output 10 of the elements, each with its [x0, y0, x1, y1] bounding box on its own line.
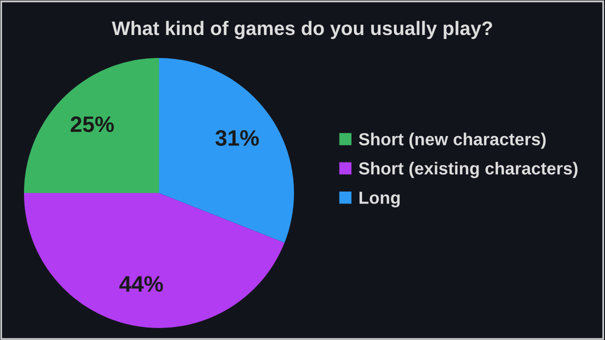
legend-label: Long: [360, 192, 400, 208]
data-label: 31%: [215, 130, 259, 146]
legend-label: Short (existing characters): [358, 162, 578, 178]
data-label: 25%: [70, 116, 114, 132]
legend-label: Short (new characters): [358, 132, 546, 149]
data-label: 44%: [119, 276, 163, 292]
pie-slice: [159, 58, 294, 243]
chart-title: What kind of games do you usually play?: [112, 20, 492, 40]
pie-slice: [24, 58, 159, 193]
pie-slice: [24, 193, 285, 328]
